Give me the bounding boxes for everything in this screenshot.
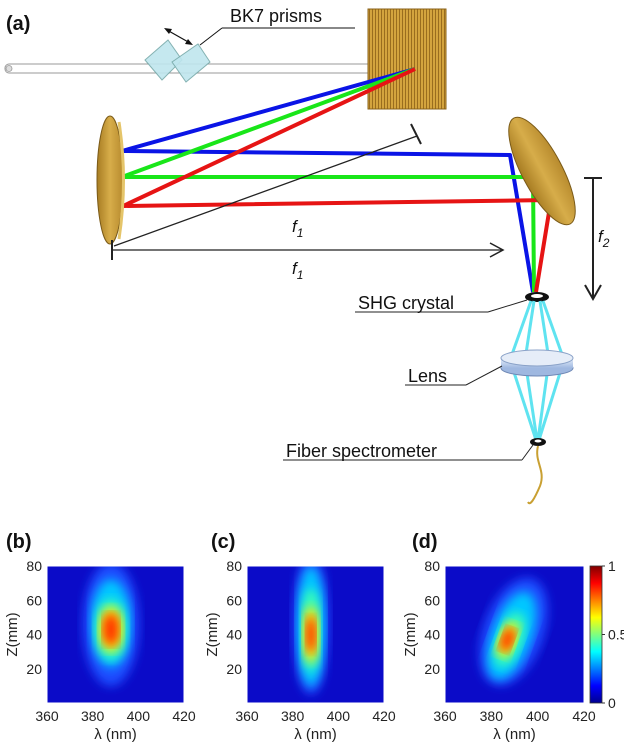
y-tick-label: 80 bbox=[226, 558, 242, 574]
concave-mirror-left bbox=[96, 115, 125, 245]
y-tick-label: 60 bbox=[226, 592, 242, 608]
f1-label-bottom: f1 bbox=[292, 259, 303, 282]
input-beam bbox=[4, 63, 418, 74]
green-beam bbox=[120, 67, 536, 293]
f1-diagonal-measure bbox=[113, 123, 422, 247]
colorbar-tick-label: 0.5 bbox=[608, 627, 624, 643]
plot-frame bbox=[444, 565, 585, 704]
panel-label: (c) bbox=[211, 531, 235, 553]
f2-label: f2 bbox=[598, 227, 610, 250]
shg-label: SHG crystal bbox=[358, 293, 454, 313]
x-axis-label: λ (nm) bbox=[94, 726, 137, 743]
panel-label: (d) bbox=[412, 531, 438, 553]
f2-measure bbox=[584, 177, 602, 302]
x-tick-label: 360 bbox=[235, 708, 259, 724]
blue-beam bbox=[120, 67, 535, 293]
prisms-label: BK7 prisms bbox=[230, 6, 322, 26]
y-axis-label: Z(mm) bbox=[402, 612, 419, 656]
heatmap-intensity-level bbox=[102, 613, 119, 646]
shg-leader bbox=[487, 299, 528, 313]
y-tick-label: 80 bbox=[424, 558, 440, 574]
y-tick-label: 20 bbox=[424, 661, 440, 677]
x-tick-label: 420 bbox=[372, 708, 396, 724]
panel-label: (b) bbox=[6, 531, 32, 553]
heatmap-panel-3: (d) 360 380 400 420 20 40 60 80 λ (nm) Z(mm) 0 0.5 1 bbox=[402, 531, 624, 743]
x-tick-label: 400 bbox=[127, 708, 151, 724]
colorbar-tick-label: 1 bbox=[608, 558, 616, 574]
heatmap-intensity-level bbox=[305, 616, 316, 653]
bk7-prisms bbox=[144, 39, 211, 83]
heatmap-image bbox=[445, 566, 584, 703]
concave-mirror-right bbox=[508, 116, 576, 226]
heatmap-image bbox=[247, 566, 384, 703]
diffraction-grating bbox=[367, 8, 447, 110]
f1-label-top: f1 bbox=[292, 217, 303, 240]
x-axis-label: λ (nm) bbox=[493, 726, 536, 743]
f1-horizontal-measure bbox=[111, 240, 505, 260]
lens-leader bbox=[465, 365, 503, 386]
x-tick-label: 380 bbox=[81, 708, 105, 724]
y-tick-label: 20 bbox=[226, 661, 242, 677]
y-tick-label: 80 bbox=[26, 558, 42, 574]
panel-label-a: (a) bbox=[6, 13, 30, 35]
fiber-leader bbox=[521, 444, 534, 461]
x-tick-label: 380 bbox=[480, 708, 504, 724]
x-tick-label: 420 bbox=[572, 708, 596, 724]
colorbar-tick-label: 0 bbox=[608, 695, 616, 711]
x-tick-label: 360 bbox=[433, 708, 457, 724]
heatmap-panel-2: (c) 360 380 400 420 20 40 60 80 λ (nm) Z(mm) bbox=[204, 531, 396, 743]
y-tick-label: 40 bbox=[424, 627, 440, 643]
y-tick-label: 60 bbox=[26, 592, 42, 608]
x-axis-label: λ (nm) bbox=[294, 726, 337, 743]
x-tick-label: 400 bbox=[327, 708, 351, 724]
y-tick-label: 60 bbox=[424, 592, 440, 608]
heatmap-panel-1: (b) 360 380 400 420 20 40 60 80 λ (nm) Z(mm) bbox=[4, 531, 196, 743]
y-tick-label: 40 bbox=[226, 627, 242, 643]
x-tick-label: 360 bbox=[35, 708, 59, 724]
y-axis-label: Z(mm) bbox=[204, 612, 221, 656]
dispersed-beams bbox=[120, 67, 553, 293]
y-tick-label: 40 bbox=[26, 627, 42, 643]
x-tick-label: 380 bbox=[281, 708, 305, 724]
plot-frame bbox=[46, 565, 185, 704]
y-tick-label: 20 bbox=[26, 661, 42, 677]
fiber-label: Fiber spectrometer bbox=[286, 441, 437, 461]
shg-crystal bbox=[525, 292, 549, 302]
colorbar bbox=[589, 565, 603, 704]
y-axis-label: Z(mm) bbox=[4, 612, 21, 656]
x-tick-label: 420 bbox=[172, 708, 196, 724]
heatmap-intensity-level bbox=[500, 628, 515, 652]
fiber-spectrometer bbox=[527, 438, 546, 505]
red-beam bbox=[121, 67, 553, 293]
plot-frame bbox=[246, 565, 385, 704]
lens-label: Lens bbox=[408, 366, 447, 386]
prism-translation-arrow-icon bbox=[164, 28, 193, 45]
heatmap-image bbox=[47, 566, 184, 703]
x-tick-label: 400 bbox=[526, 708, 550, 724]
prisms-leader bbox=[199, 27, 355, 46]
lens bbox=[500, 349, 574, 377]
